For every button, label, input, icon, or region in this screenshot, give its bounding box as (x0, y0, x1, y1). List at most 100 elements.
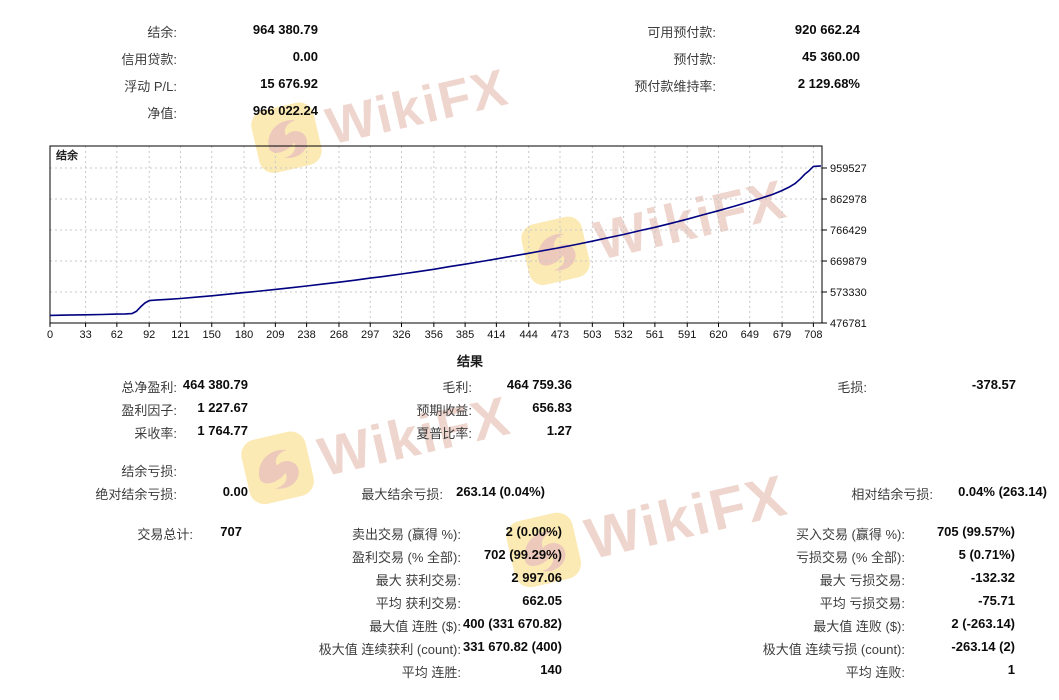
x-tick-label: 473 (551, 329, 569, 341)
result-label: 买入交易 (赢得 %): (795, 527, 905, 542)
result-label: 最大 获利交易: (375, 573, 461, 588)
x-tick-label: 561 (646, 329, 664, 341)
result-label: 极大值 连续亏损 (count): (762, 642, 905, 657)
x-tick-label: 356 (425, 329, 443, 341)
result-value: 1.27 (546, 423, 572, 438)
result-value: 5 (0.71%) (958, 547, 1015, 562)
result-value: 263.14 (0.04%) (456, 484, 545, 499)
result-label: 交易总计: (137, 527, 193, 542)
x-tick-label: 180 (235, 329, 253, 341)
account-label: 结余: (147, 25, 177, 40)
y-tick-label: 669879 (830, 256, 867, 268)
x-tick-label: 532 (614, 329, 632, 341)
result-label: 盈利交易 (% 全部): (351, 550, 461, 565)
account-label: 信用贷款: (121, 52, 177, 67)
x-tick-label: 414 (487, 329, 505, 341)
result-label: 绝对结余亏损: (95, 487, 177, 502)
wikifx-logo-icon (251, 102, 322, 173)
result-value: 400 (331 670.82) (462, 616, 562, 631)
result-label: 毛损: (837, 380, 867, 395)
account-label: 预付款: (673, 52, 716, 67)
result-label: 毛利: (442, 380, 472, 395)
x-tick-label: 708 (804, 329, 822, 341)
watermark: WikiFX (236, 380, 518, 510)
result-label: 结余亏损: (121, 464, 177, 479)
result-label: 平均 连胜: (401, 665, 461, 680)
result-value: 464 759.36 (506, 377, 572, 392)
result-value: 2 (0.00%) (505, 524, 562, 539)
result-label: 最大结余亏损: (361, 487, 443, 502)
wikifx-logo-icon (241, 431, 314, 505)
account-value: 964 380.79 (252, 22, 318, 37)
x-tick-label: 0 (47, 329, 53, 341)
result-value: 1 227.67 (197, 400, 248, 415)
account-value: 966 022.24 (252, 103, 318, 118)
result-value: 140 (540, 662, 562, 677)
result-value: 331 670.82 (400) (462, 639, 562, 654)
x-tick-label: 268 (330, 329, 348, 341)
chart-frame (49, 145, 823, 324)
x-tick-label: 385 (456, 329, 474, 341)
result-label: 盈利因子: (121, 403, 177, 418)
result-value: 656.83 (532, 400, 572, 415)
result-label: 平均 亏损交易: (819, 596, 905, 611)
result-value: 2 (-263.14) (951, 616, 1015, 631)
x-tick-label: 297 (361, 329, 379, 341)
x-tick-label: 92 (143, 329, 155, 341)
result-label: 亏损交易 (% 全部): (795, 550, 905, 565)
result-label: 最大值 连败 ($): (813, 619, 905, 634)
x-tick-label: 679 (773, 329, 791, 341)
chart-series-label: 结余 (55, 148, 79, 162)
result-value: 702 (99.29%) (483, 547, 562, 562)
x-tick-label: 33 (79, 329, 91, 341)
results-section-title: 结果 (456, 354, 483, 369)
y-tick-label: 862978 (830, 194, 867, 206)
result-value: 705 (99.57%) (936, 524, 1015, 539)
result-label: 最大 亏损交易: (819, 573, 905, 588)
account-value: 15 676.92 (260, 76, 318, 91)
account-label: 净值: (147, 106, 177, 121)
result-label: 总净盈利: (121, 380, 177, 395)
account-label: 可用预付款: (647, 25, 716, 40)
account-label: 预付款维持率: (634, 79, 716, 94)
result-value: -378.57 (971, 377, 1016, 392)
result-label: 最大值 连胜 ($): (369, 619, 461, 634)
result-label: 预期收益: (416, 403, 472, 418)
watermark: WikiFX (246, 54, 516, 179)
result-label: 采收率: (134, 426, 177, 441)
account-value: 45 360.00 (802, 49, 860, 64)
account-value: 920 662.24 (794, 22, 860, 37)
x-tick-label: 150 (203, 329, 221, 341)
watermark: WikiFX (501, 459, 795, 593)
account-value: 2 129.68% (797, 76, 860, 91)
account-label: 浮动 P/L: (124, 79, 177, 94)
x-tick-label: 591 (678, 329, 696, 341)
x-tick-label: 649 (741, 329, 759, 341)
result-value: 0.00 (222, 484, 248, 499)
result-label: 卖出交易 (赢得 %): (351, 527, 461, 542)
y-tick-label: 959527 (830, 163, 867, 175)
x-tick-label: 209 (266, 329, 284, 341)
result-label: 相对结余亏损: (851, 487, 933, 502)
x-tick-label: 444 (520, 329, 538, 341)
wikifx-logo-icon (506, 512, 582, 588)
result-label: 极大值 连续获利 (count): (318, 642, 461, 657)
y-tick-label: 476781 (830, 318, 867, 330)
y-tick-label: 573330 (830, 287, 867, 299)
result-label: 平均 连败: (845, 665, 905, 680)
result-value: 2 997.06 (511, 570, 562, 585)
x-tick-label: 121 (171, 329, 189, 341)
result-label: 平均 获利交易: (375, 596, 461, 611)
account-value: 0.00 (292, 49, 318, 64)
result-value: -75.71 (978, 593, 1015, 608)
x-tick-label: 238 (297, 329, 315, 341)
x-tick-label: 62 (111, 329, 123, 341)
x-tick-label: 620 (709, 329, 727, 341)
result-value: -263.14 (2) (951, 639, 1015, 654)
x-tick-label: 503 (583, 329, 601, 341)
result-value: 1 (1007, 662, 1015, 677)
result-value: 464 380.79 (182, 377, 248, 392)
